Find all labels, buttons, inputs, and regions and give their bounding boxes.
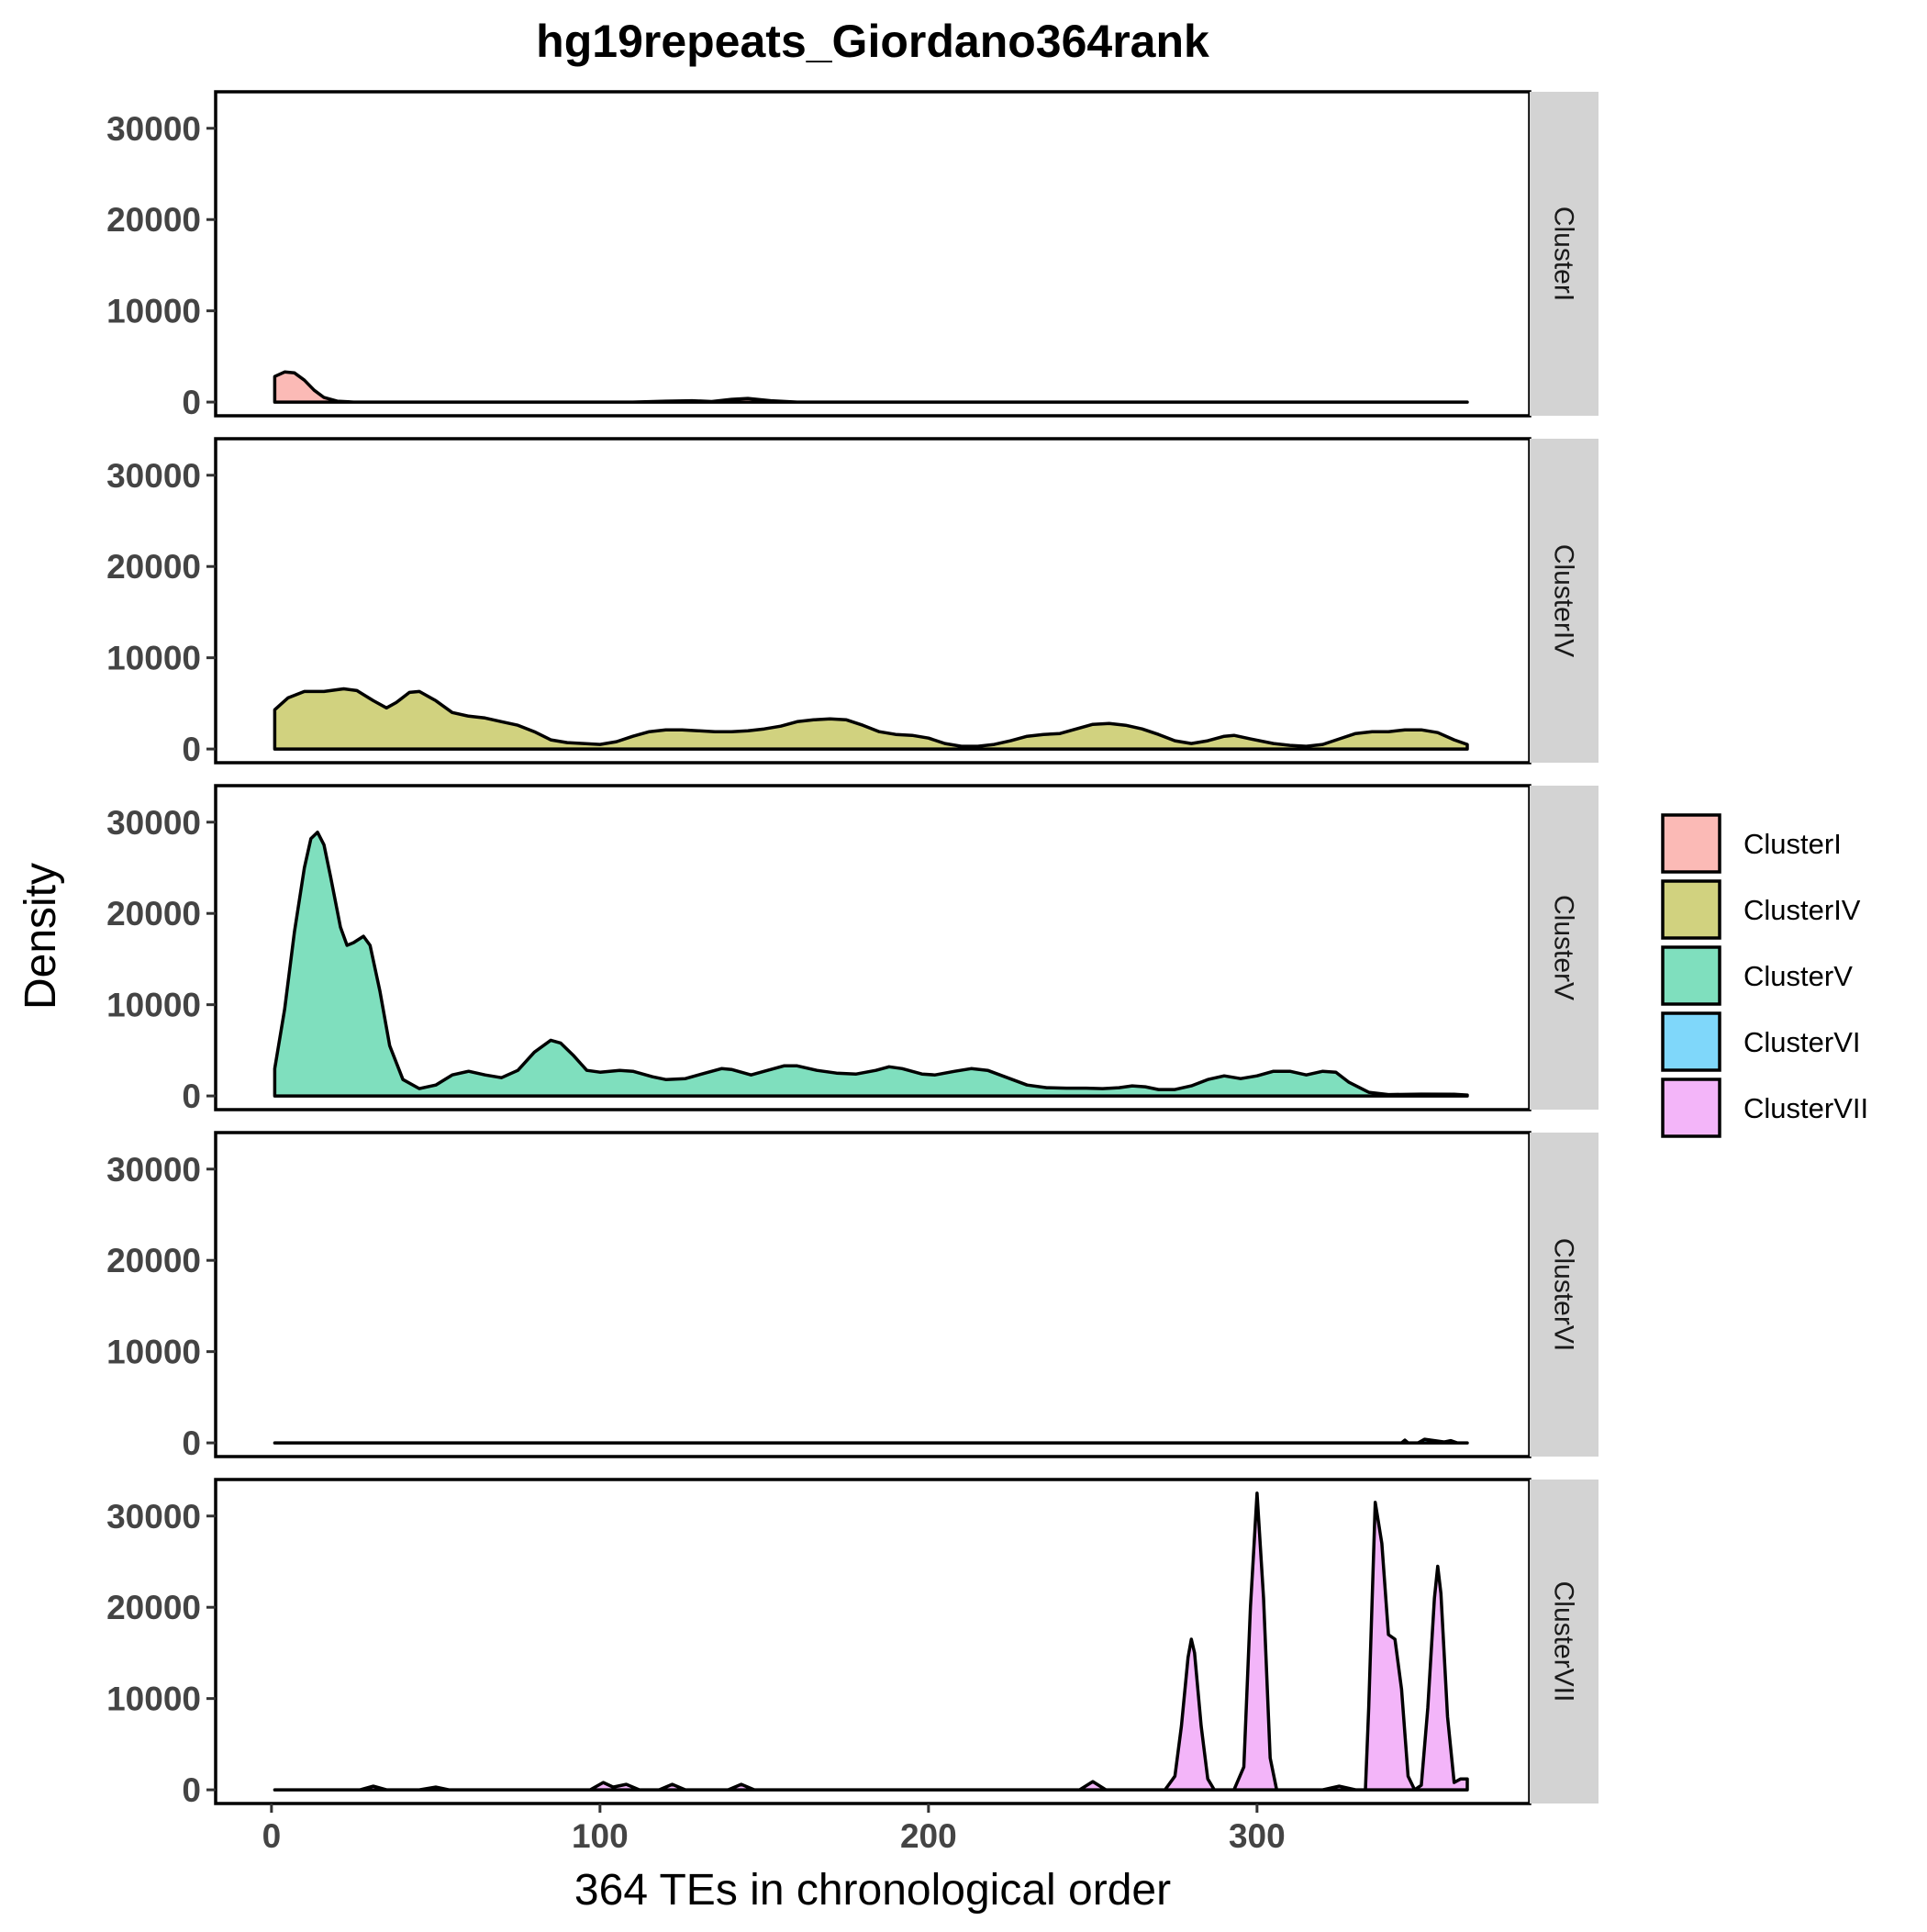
density-area-clustervi [273, 1437, 1469, 1445]
legend-item-clusterv: ClusterV [1661, 945, 1853, 1006]
y-tick-label: 10000 [106, 640, 201, 677]
facet-panel-clustervi: 0 10000 20000 30000 ClusterVI [106, 1131, 1598, 1462]
panel-background [216, 1480, 1530, 1804]
chart-title: hg19repeats_Giordano364rank [536, 16, 1209, 67]
y-tick-label: 10000 [106, 293, 201, 330]
legend-item-clustervii: ClusterVII [1661, 1078, 1868, 1138]
density-area-clusterv [273, 830, 1469, 1098]
x-axis: 0 100 200 300 [262, 1804, 1286, 1855]
facet-panel-clustervii: 0 10000 20000 30000 ClusterVII [106, 1478, 1598, 1809]
y-tick-label: 20000 [106, 895, 201, 932]
legend-label: ClusterVI [1743, 1026, 1860, 1058]
facet-strip-label: ClusterVII [1549, 1581, 1579, 1703]
facet-strip-label: ClusterI [1549, 207, 1579, 301]
y-tick-label: 30000 [106, 457, 201, 495]
facet-panel-clusteriv: 0 10000 20000 30000 ClusterIV [106, 437, 1598, 768]
y-tick-label: 0 [182, 731, 201, 768]
y-tick-label: 20000 [106, 1589, 201, 1626]
y-tick-label: 30000 [106, 804, 201, 842]
y-tick-label: 30000 [106, 110, 201, 148]
panel-background [216, 786, 1530, 1110]
density-area-clustervii [273, 1491, 1469, 1792]
legend-key-swatch [1661, 1011, 1721, 1072]
panel-background [216, 92, 1530, 416]
y-tick-label: 30000 [106, 1498, 201, 1536]
facet-strip-clusteri [1530, 92, 1598, 416]
panel-background [216, 1133, 1530, 1457]
density-area-clusteri [273, 370, 1469, 404]
y-tick-label: 0 [182, 1771, 201, 1809]
legend-label: ClusterV [1743, 960, 1853, 992]
facet-strip-clusterv [1530, 786, 1598, 1110]
legend-item-clusteri: ClusterI [1661, 813, 1842, 874]
y-axis-label: Density [17, 863, 65, 1010]
y-tick-label: 0 [182, 1078, 201, 1115]
facet-strip-label: ClusterIV [1549, 544, 1579, 657]
legend-key-swatch [1661, 879, 1721, 940]
facet-strip-clusteriv [1530, 439, 1598, 763]
facet-panels: 0 10000 20000 30000 ClusterI 0 10000 20000 30000… [106, 90, 1598, 1809]
legend-item-clustervi: ClusterVI [1661, 1011, 1860, 1072]
legend-key-swatch [1661, 1078, 1721, 1138]
y-tick-label: 20000 [106, 548, 201, 586]
x-axis-label: 364 TEs in chronological order [574, 1866, 1171, 1915]
facet-panel-clusterv: 0 10000 20000 30000 ClusterV [106, 784, 1598, 1115]
y-tick-label: 10000 [106, 1681, 201, 1718]
legend-key-swatch [1661, 813, 1721, 874]
facet-strip-clustervi [1530, 1133, 1598, 1457]
legend-label: ClusterI [1743, 828, 1842, 860]
facet-strip-label: ClusterVI [1549, 1238, 1579, 1351]
facet-strip-clustervii [1530, 1480, 1598, 1804]
density-area-clusteriv [273, 687, 1469, 751]
y-tick-label: 10000 [106, 1334, 201, 1371]
legend: ClusterI ClusterIV ClusterV ClusterVI Cluste… [1661, 813, 1868, 1138]
y-tick-label: 30000 [106, 1151, 201, 1189]
y-tick-label: 0 [182, 384, 201, 421]
facet-strip-label: ClusterV [1549, 895, 1579, 1000]
legend-key-swatch [1661, 945, 1721, 1006]
facet-panel-clusteri: 0 10000 20000 30000 ClusterI [106, 90, 1598, 421]
x-tick-label: 200 [900, 1817, 957, 1855]
x-tick-label: 300 [1229, 1817, 1286, 1855]
y-tick-label: 20000 [106, 201, 201, 239]
y-tick-label: 10000 [106, 987, 201, 1024]
legend-label: ClusterIV [1743, 894, 1861, 926]
y-tick-label: 0 [182, 1424, 201, 1462]
legend-label: ClusterVII [1743, 1092, 1868, 1124]
legend-item-clusteriv: ClusterIV [1661, 879, 1861, 940]
x-tick-label: 100 [572, 1817, 629, 1855]
x-tick-label: 0 [262, 1817, 282, 1855]
y-tick-label: 20000 [106, 1242, 201, 1279]
